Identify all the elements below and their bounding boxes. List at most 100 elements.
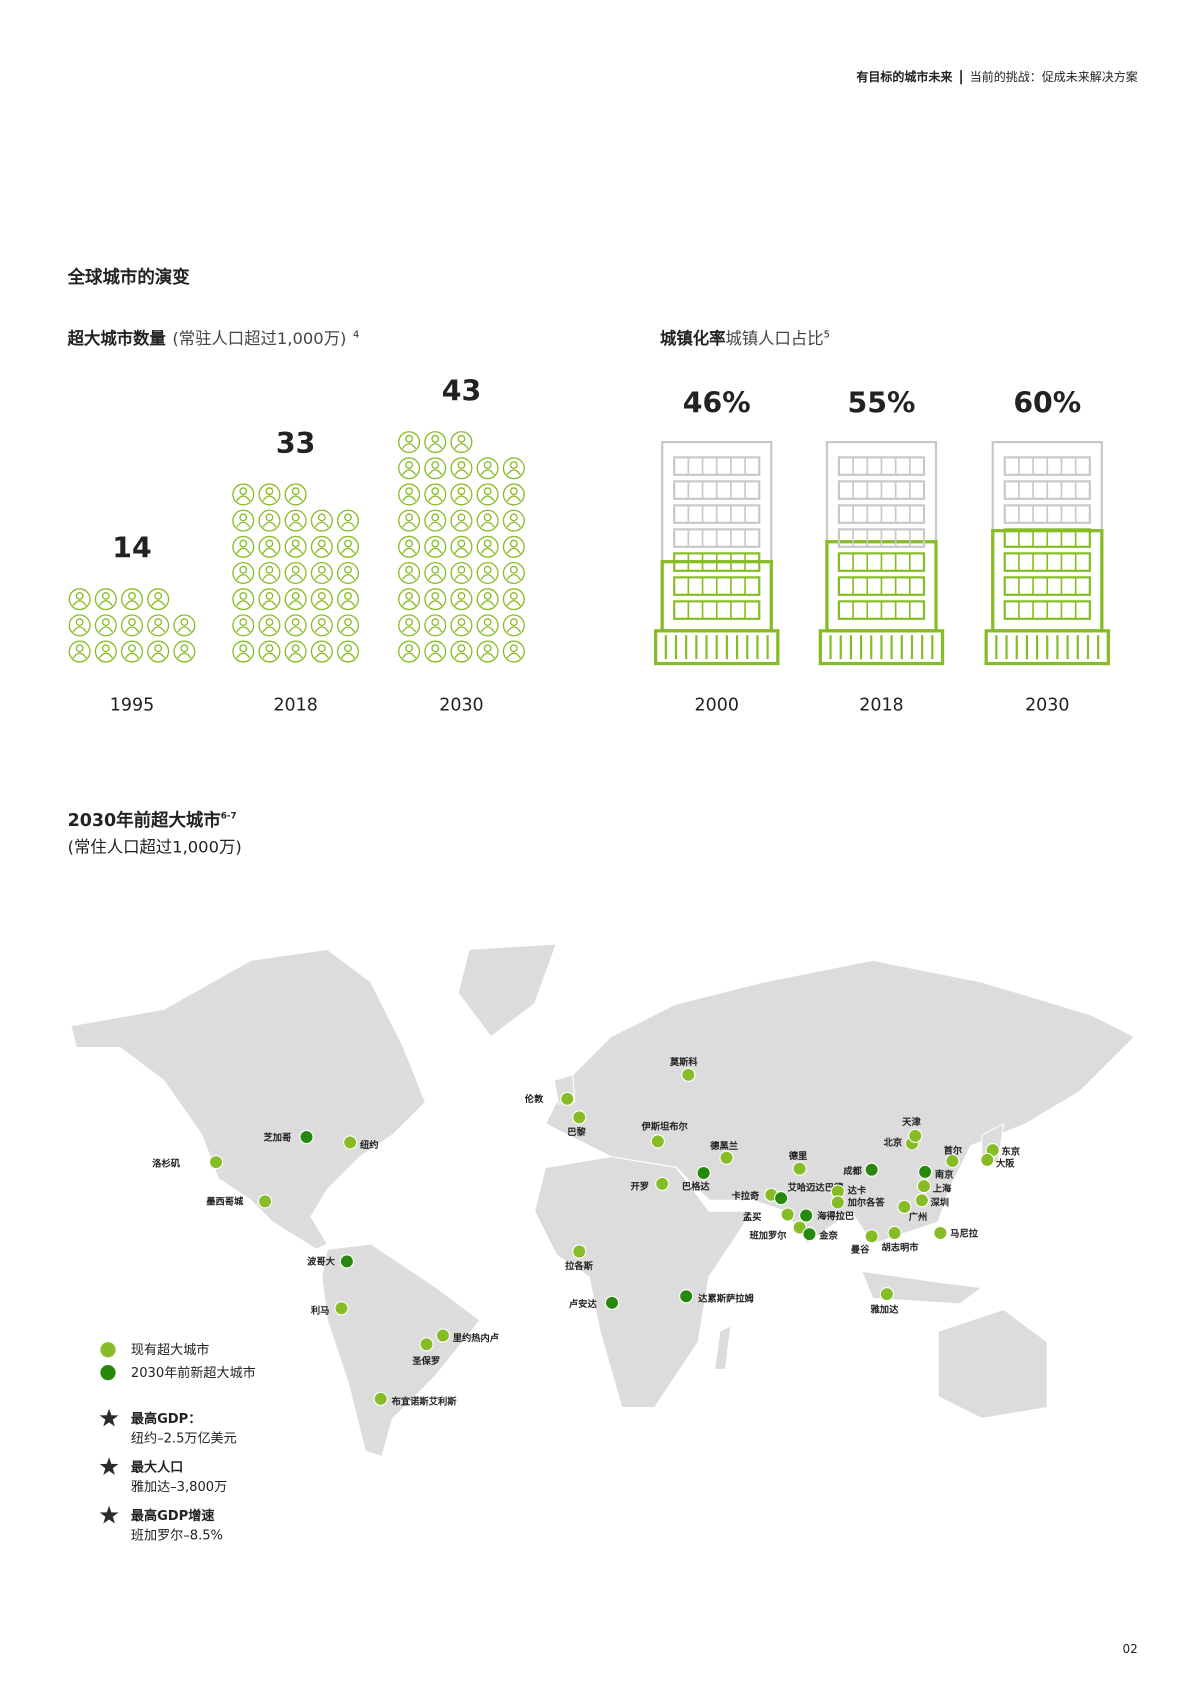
icon-head xyxy=(180,618,189,627)
icon-head xyxy=(405,461,414,469)
icon-body xyxy=(236,626,251,633)
person-icon xyxy=(232,614,255,637)
city-dot xyxy=(914,1193,929,1208)
city-dot xyxy=(917,1164,933,1179)
icon-body xyxy=(402,521,417,528)
icon-head xyxy=(101,591,110,600)
person-icon xyxy=(310,588,333,611)
icon-body xyxy=(124,652,140,659)
icon-ring xyxy=(424,431,447,454)
map-title-main: 2030年前超大城市 xyxy=(68,810,221,831)
city-dot xyxy=(681,1067,696,1082)
person-icon xyxy=(310,614,333,637)
icon-head xyxy=(291,565,300,574)
city-dot xyxy=(258,1194,273,1209)
icon-ring xyxy=(336,640,360,663)
person-icon xyxy=(336,561,360,585)
icon-body xyxy=(72,626,87,633)
icon-body xyxy=(454,469,469,476)
icon-ring xyxy=(398,483,421,506)
icon-head xyxy=(291,513,300,522)
icon-head xyxy=(457,565,466,574)
person-icon xyxy=(68,614,91,637)
person-icon xyxy=(120,614,144,637)
icon-body xyxy=(340,652,356,659)
city-label: 利马 xyxy=(311,1305,330,1317)
icon-ring xyxy=(232,483,255,506)
city-label: 班加罗尔 xyxy=(749,1229,787,1241)
city-dot xyxy=(334,1301,349,1316)
person-icon xyxy=(336,588,360,611)
icon-head xyxy=(405,644,414,653)
icon-head xyxy=(344,565,352,574)
icon-body xyxy=(288,573,303,580)
icon-body xyxy=(428,547,443,554)
icon-ring xyxy=(310,535,333,558)
city-label: 深圳 xyxy=(931,1197,950,1209)
person-icon xyxy=(398,483,421,506)
icon-head xyxy=(291,618,300,627)
person-icon xyxy=(310,509,333,532)
person-icon xyxy=(284,588,307,611)
icon-ring xyxy=(310,640,333,663)
city-label: 艾哈迈达巴德 xyxy=(788,1181,844,1193)
icon-body xyxy=(454,573,469,580)
icon-ring xyxy=(232,535,255,558)
city-label: 伊斯坦布尔 xyxy=(640,1120,688,1132)
icon-head xyxy=(509,591,518,600)
person-icon xyxy=(336,614,360,637)
icon-ring xyxy=(424,588,447,611)
city-label: 巴黎 xyxy=(567,1126,586,1138)
icon-body xyxy=(177,652,192,659)
person-icon xyxy=(450,457,473,480)
person-icon xyxy=(424,640,447,663)
person-icon xyxy=(258,640,281,663)
city-dot xyxy=(373,1391,388,1406)
icon-body xyxy=(288,547,303,554)
footnote-ref: 6-7 xyxy=(221,811,237,821)
icon-body xyxy=(151,626,166,633)
city-label: 墨西哥城 xyxy=(206,1196,244,1208)
icon-body xyxy=(177,626,192,633)
icon-head xyxy=(128,644,136,653)
city-dot xyxy=(679,1289,694,1304)
icon-head xyxy=(180,644,189,653)
person-icon xyxy=(398,588,421,611)
icon-body xyxy=(480,521,495,528)
icon-head xyxy=(457,618,466,627)
person-icon xyxy=(476,588,499,611)
icon-ring xyxy=(476,588,499,611)
icon-body xyxy=(480,469,495,476)
city-dot xyxy=(792,1220,807,1235)
icon-head xyxy=(405,539,414,548)
icon-ring xyxy=(424,483,447,506)
icon-head xyxy=(317,618,326,627)
person-icon xyxy=(398,561,421,585)
pictogram-group xyxy=(232,483,360,663)
icon-head xyxy=(431,461,440,469)
value-label: 43 xyxy=(442,375,481,408)
chart-title: 超大城市数量 (常驻人口超过1,000万) 4 xyxy=(67,329,360,348)
icon-body xyxy=(262,652,277,659)
city-label: 上海 xyxy=(933,1183,952,1195)
person-icon xyxy=(94,640,117,663)
city-label: 达卡 xyxy=(848,1185,867,1197)
icon-head xyxy=(239,513,248,522)
icon-body xyxy=(151,600,166,607)
icon-ring xyxy=(258,483,281,506)
icon-ring xyxy=(310,614,333,637)
person-icon xyxy=(258,561,281,585)
person-icon xyxy=(94,614,117,637)
icon-head xyxy=(101,644,110,653)
chart-title: 城镇化率城镇人口占比5 xyxy=(660,329,830,348)
icon-ring xyxy=(398,588,421,611)
icon-ring xyxy=(476,640,499,663)
icon-head xyxy=(265,513,274,522)
person-icon xyxy=(424,614,447,637)
icon-ring xyxy=(502,561,525,585)
city-label: 加尔各答 xyxy=(847,1197,886,1209)
icon-ring xyxy=(94,588,117,611)
icon-head xyxy=(405,618,414,627)
icon-ring xyxy=(310,509,333,532)
